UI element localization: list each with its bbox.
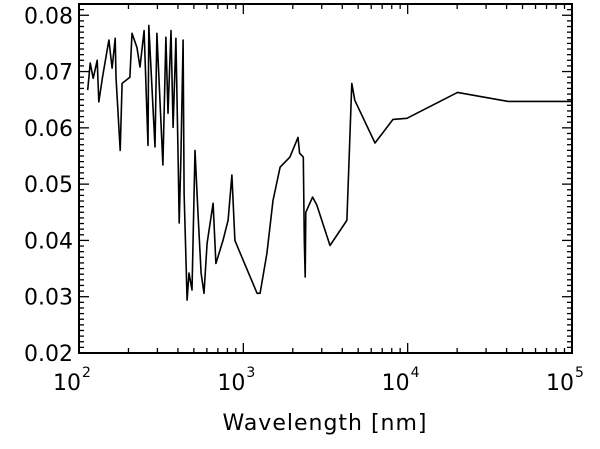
y-tick-label: 0.02 <box>24 342 73 367</box>
axis-ticks <box>78 3 573 354</box>
x-tick-label-exponent: 5 <box>575 365 584 381</box>
y-tick-label: 0.08 <box>24 4 73 29</box>
y-tick-label: 0.04 <box>24 229 73 254</box>
y-tick-label: 0.03 <box>24 286 73 311</box>
series-line-spectrum <box>86 24 572 301</box>
x-tick-label-exponent: 3 <box>246 365 255 381</box>
y-tick-label: 0.07 <box>24 61 73 86</box>
x-tick-label-exponent: 4 <box>411 365 420 381</box>
x-tick-label-exponent: 2 <box>82 365 91 381</box>
x-tick-label-base: 10 <box>382 371 410 396</box>
y-tick-label: 0.05 <box>24 173 73 198</box>
x-tick-label-base: 10 <box>53 371 81 396</box>
x-tick-label-base: 10 <box>546 371 574 396</box>
plot-frame <box>78 3 573 354</box>
x-tick-label-base: 10 <box>217 371 245 396</box>
x-axis-label: Wavelength [nm] <box>222 411 427 436</box>
y-tick-label: 0.06 <box>24 117 73 142</box>
